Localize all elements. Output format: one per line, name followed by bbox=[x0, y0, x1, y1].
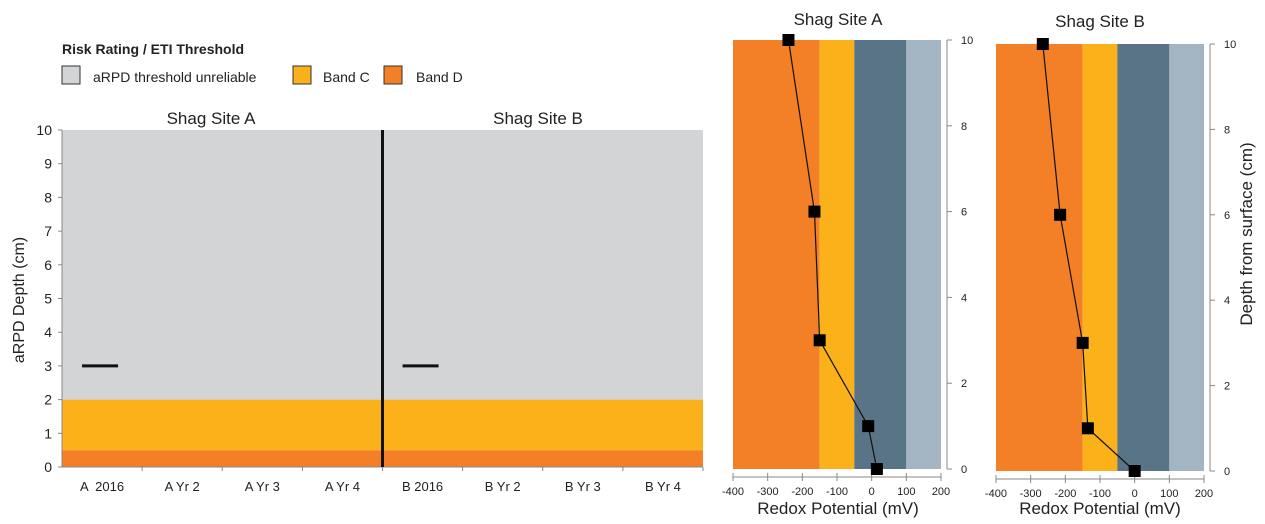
y-tick-label: 5 bbox=[44, 291, 52, 307]
redox-title-a: Shag Site A bbox=[794, 10, 884, 29]
redox-point bbox=[782, 34, 795, 46]
redox-chart-a: -400 -300 -200 -100 0 100 200 0 2 4 6 8 10 bbox=[722, 34, 973, 498]
redox-band-1 bbox=[1082, 44, 1118, 471]
redox-y-tick-label: 8 bbox=[961, 121, 967, 133]
redox-band-0 bbox=[733, 40, 820, 469]
redox-point bbox=[862, 420, 875, 433]
redox-y-axis-label: Depth from surface (cm) bbox=[1237, 142, 1256, 325]
legend-label-band-c: Band C bbox=[323, 69, 370, 85]
y-tick-label: 1 bbox=[44, 425, 52, 441]
redox-x-tick-label: -300 bbox=[757, 486, 779, 498]
redox-y-tick-label: 0 bbox=[961, 464, 967, 476]
redox-point bbox=[813, 334, 826, 347]
redox-x-tick-label: -100 bbox=[1089, 488, 1111, 500]
legend-swatch-band-c bbox=[292, 65, 312, 85]
y-tick-label: 7 bbox=[44, 223, 52, 239]
redox-xlabel-a: Redox Potential (mV) bbox=[757, 499, 919, 518]
x-tick-label: A 2016 bbox=[80, 479, 124, 494]
redox-x-tick-label: -200 bbox=[1054, 488, 1076, 500]
legend-swatch-unreliable bbox=[61, 65, 81, 85]
redox-x-tick-label: 200 bbox=[1195, 488, 1213, 500]
redox-y-tick-label: 2 bbox=[1224, 381, 1230, 393]
redox-x-tick-label: -300 bbox=[1020, 488, 1042, 500]
x-tick-label: B Yr 4 bbox=[645, 479, 681, 494]
redox-x-tick-label: -100 bbox=[826, 486, 848, 498]
x-tick-label: B Yr 2 bbox=[485, 479, 521, 494]
redox-point bbox=[1054, 208, 1067, 221]
x-tick-label: B Yr 3 bbox=[565, 479, 601, 494]
redox-y-tick-label: 10 bbox=[961, 35, 973, 47]
y-tick-label: 9 bbox=[44, 156, 52, 172]
redox-band-3 bbox=[1169, 44, 1204, 471]
redox-y-tick-label: 4 bbox=[961, 292, 967, 304]
redox-band-0 bbox=[996, 44, 1083, 471]
legend-label-band-d: Band D bbox=[416, 69, 463, 85]
redox-x-tick-label: 100 bbox=[1160, 488, 1178, 500]
redox-point bbox=[1076, 336, 1089, 349]
x-tick-label: A Yr 2 bbox=[165, 479, 200, 494]
legend-swatch-band-d bbox=[383, 65, 403, 85]
legend-label-unreliable: aRPD threshold unreliable bbox=[93, 69, 257, 85]
y-tick-label: 10 bbox=[36, 122, 52, 138]
redox-x-tick-label: -400 bbox=[722, 486, 744, 498]
arpd-chart: 0 1 2 3 4 5 6 7 8 9 10 A 2016 A Yr 2 A Yr 3 A Yr 4 B 20… bbox=[36, 122, 704, 494]
redox-title-b: Shag Site B bbox=[1055, 12, 1145, 31]
y-tick-label: 0 bbox=[44, 459, 52, 475]
redox-x-tick-label: 0 bbox=[869, 486, 875, 498]
left-y-axis-label: aRPD Depth (cm) bbox=[11, 237, 28, 363]
redox-point bbox=[1081, 422, 1094, 435]
x-tick-label: A Yr 4 bbox=[325, 479, 360, 494]
redox-xlabel-b: Redox Potential (mV) bbox=[1019, 499, 1181, 518]
redox-point bbox=[1128, 465, 1141, 477]
redox-x-tick-label: 200 bbox=[932, 486, 950, 498]
redox-point bbox=[870, 463, 883, 475]
redox-y-tick-label: 6 bbox=[961, 207, 967, 219]
y-tick-label: 3 bbox=[44, 358, 52, 374]
redox-x-tick-label: 0 bbox=[1132, 488, 1138, 500]
panel-title-b: Shag Site B bbox=[493, 109, 583, 128]
panel-title-a: Shag Site A bbox=[167, 109, 257, 128]
x-tick-label: B 2016 bbox=[402, 479, 443, 494]
legend: Risk Rating / ETI Threshold aRPD thresho… bbox=[61, 41, 463, 85]
y-tick-label: 4 bbox=[44, 324, 52, 340]
redox-band-2 bbox=[854, 40, 907, 469]
redox-y-tick-label: 0 bbox=[1224, 466, 1230, 478]
redox-point bbox=[808, 205, 821, 218]
redox-band-2 bbox=[1117, 44, 1170, 471]
redox-y-tick-label: 2 bbox=[961, 378, 967, 390]
y-tick-label: 8 bbox=[44, 189, 52, 205]
redox-band-3 bbox=[906, 40, 941, 469]
redox-chart-b: -400 -300 -200 -100 0 100 200 0 2 4 6 8 10 bbox=[985, 38, 1236, 500]
redox-x-tick-label: -400 bbox=[985, 488, 1007, 500]
redox-y-tick-label: 10 bbox=[1224, 39, 1236, 51]
redox-band-1 bbox=[819, 40, 855, 469]
redox-y-tick-label: 4 bbox=[1224, 295, 1230, 307]
redox-y-tick-label: 8 bbox=[1224, 124, 1230, 136]
redox-x-tick-label: -200 bbox=[791, 486, 813, 498]
y-tick-label: 6 bbox=[44, 257, 52, 273]
redox-y-tick-label: 6 bbox=[1224, 210, 1230, 222]
legend-title: Risk Rating / ETI Threshold bbox=[62, 41, 244, 57]
redox-point bbox=[1036, 38, 1049, 50]
x-tick-label: A Yr 3 bbox=[245, 479, 280, 494]
redox-x-tick-label: 100 bbox=[897, 486, 915, 498]
y-tick-label: 2 bbox=[44, 392, 52, 408]
